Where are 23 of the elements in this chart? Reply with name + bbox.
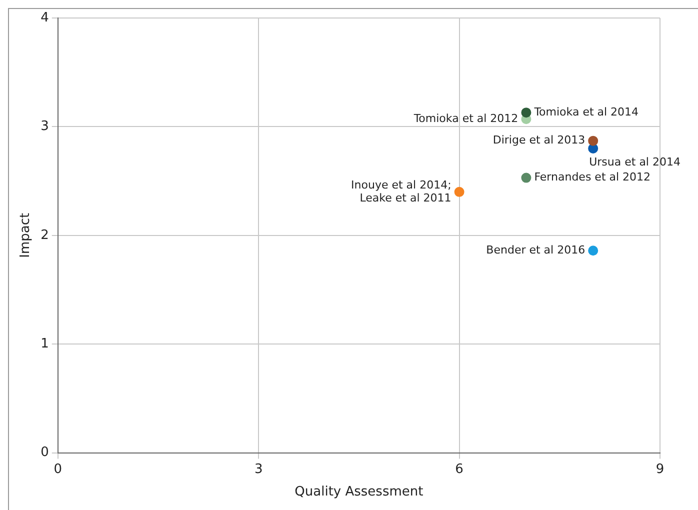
y-tick-label: 3 [40,119,49,134]
y-tick-label: 1 [40,336,49,352]
x-tick-label: 3 [254,462,263,477]
series-label: Inouye et al 2014; Leake et al 2011 [351,178,452,204]
point [588,136,598,146]
series-label: Ursua et al 2014 [589,155,680,168]
x-tick-label: 6 [455,462,464,477]
x-axis-title: Quality Assessment [294,484,424,500]
point [588,246,598,256]
point [521,108,532,118]
y-tick-label: 2 [40,228,49,243]
point [521,172,532,183]
y-axis-title: Impact [18,212,34,258]
series-label: Fernandes et al 2012 [534,170,651,184]
x-tick-label: 9 [656,462,664,477]
series-label: Tomioka et al 2014 [533,105,639,118]
series-label: Tomioka et al 2012 [412,112,518,125]
point [454,186,464,197]
series-label: Dirige et al 2013 [492,134,586,147]
series-label: Bender et al 2016 [486,243,586,256]
y-tick-label: 0 [40,445,49,460]
y-tick-label: 4 [40,10,49,26]
x-tick-label: 0 [54,462,62,477]
